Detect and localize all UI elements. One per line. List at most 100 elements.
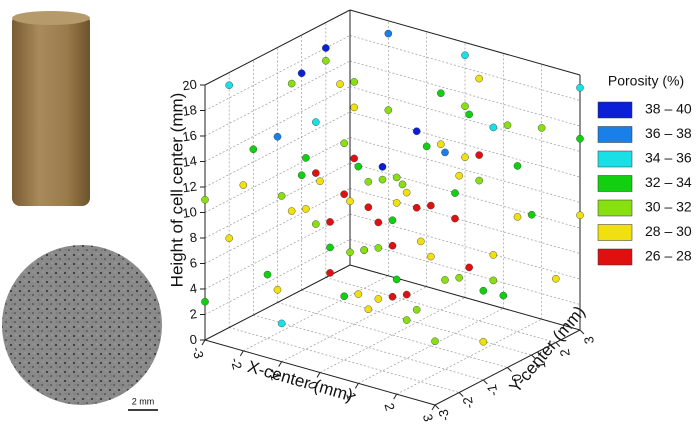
axis-edge [204, 9, 351, 86]
data-point [340, 292, 348, 301]
data-point [489, 123, 498, 132]
z-tick-label: 8 [189, 230, 198, 246]
data-point [388, 241, 397, 250]
data-point [364, 305, 373, 314]
data-point [475, 151, 483, 159]
data-point [441, 276, 449, 284]
tick [434, 404, 440, 410]
data-point [249, 145, 258, 154]
legend-swatch [597, 224, 633, 241]
x-tick-label: 0 [305, 380, 321, 391]
tick [354, 383, 359, 389]
data-point [417, 237, 425, 246]
grid-line [243, 275, 389, 352]
y-tick-label: -2 [460, 396, 477, 410]
data-point [576, 211, 584, 220]
z-tick-label: 0 [189, 332, 198, 348]
data-point [316, 177, 324, 186]
data-point [350, 78, 358, 86]
x-tick-label: 3 [420, 412, 436, 423]
data-point [465, 263, 473, 272]
data-point [402, 290, 411, 299]
data-point [374, 295, 383, 303]
grid-line [358, 308, 504, 384]
legend-swatch [597, 150, 633, 168]
data-point [384, 29, 393, 38]
data-point [302, 154, 310, 162]
z-tick-label: 16 [181, 128, 197, 145]
data-point [225, 81, 233, 90]
x-tick-label: -1 [266, 367, 283, 382]
tick [458, 392, 464, 397]
data-point [479, 286, 488, 295]
z-tick-label: 2 [189, 306, 198, 322]
legend-label: 38 – 40 [645, 101, 692, 117]
x-axis-label: X-center (mm) [245, 357, 355, 405]
data-point [489, 251, 498, 259]
grid-line [281, 286, 427, 362]
data-point [297, 69, 306, 78]
data-point [374, 244, 383, 252]
data-point [392, 173, 401, 182]
legend-label: 28 – 30 [645, 223, 692, 239]
z-tick-label: 18 [181, 102, 197, 119]
data-point [451, 189, 459, 197]
z-tick-label: 12 [181, 179, 197, 196]
data-point [388, 292, 397, 301]
data-point [431, 337, 439, 346]
sample-photo [12, 11, 90, 206]
data-point [461, 102, 469, 111]
data-point [263, 270, 272, 279]
z-tick-label: 6 [189, 255, 198, 271]
data-point [388, 216, 397, 225]
data-point [350, 103, 358, 112]
data-point [552, 274, 560, 283]
data-point [412, 203, 421, 212]
data-point [402, 316, 411, 324]
data-point [392, 199, 401, 207]
data-point [273, 132, 282, 141]
data-point [322, 56, 330, 65]
tick [431, 404, 436, 411]
data-point [465, 110, 473, 119]
tick [278, 361, 283, 367]
legend-label: 26 – 28 [645, 248, 692, 264]
data-point [346, 197, 354, 206]
data-point [437, 140, 445, 149]
data-point [461, 51, 469, 60]
data-point [412, 127, 421, 136]
y-tick-label: -1 [484, 383, 501, 397]
legend-swatch [597, 126, 633, 143]
legend-label: 36 – 38 [645, 125, 692, 141]
legend-label: 30 – 32 [645, 199, 692, 215]
data-point [441, 148, 449, 157]
axis-edge [204, 264, 351, 341]
data-point [346, 248, 354, 257]
tick [316, 372, 321, 378]
grid-line [204, 86, 351, 162]
legend-label: 32 – 34 [645, 174, 692, 190]
data-point [239, 181, 248, 189]
data-point [455, 273, 463, 282]
legend-swatch [597, 248, 633, 266]
x-tick-label: 2 [382, 401, 398, 412]
data-point [326, 243, 334, 252]
tick [482, 379, 488, 385]
data-point [503, 121, 512, 130]
data-point [340, 190, 348, 199]
data-point [513, 213, 522, 221]
data-point [537, 124, 546, 132]
grid-line [204, 137, 351, 213]
data-point [312, 220, 320, 228]
y-tick-label: 2 [557, 348, 573, 358]
y-tick-label: 0 [508, 373, 524, 383]
data-point [350, 154, 358, 163]
x-tick-label: 1 [343, 391, 359, 402]
data-point [489, 276, 498, 285]
data-point [461, 153, 469, 162]
data-point [437, 89, 445, 98]
grid-line [319, 297, 466, 373]
data-point [302, 205, 310, 213]
z-tick-label: 10 [181, 204, 197, 221]
data-point [322, 44, 330, 52]
